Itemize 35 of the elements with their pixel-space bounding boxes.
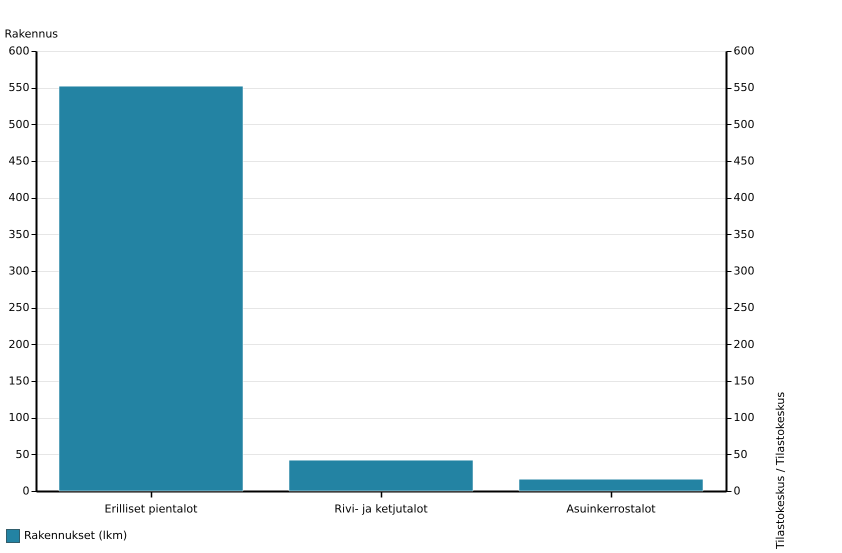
y-tick-label: 100 xyxy=(8,411,30,424)
y-tick-label: 600 xyxy=(8,44,30,58)
y2-tick-label: 100 xyxy=(734,411,754,424)
y2-tick-label: 200 xyxy=(734,338,754,351)
bar xyxy=(58,86,244,492)
y-tick-label: 350 xyxy=(8,228,30,241)
y-tick-label: 400 xyxy=(8,191,30,204)
y2-tick-label: 50 xyxy=(734,448,748,461)
y2-tick-label: 250 xyxy=(734,301,754,314)
y-tick-label: 50 xyxy=(16,448,30,461)
bar xyxy=(518,479,704,492)
y2-tick-label: 150 xyxy=(734,374,754,388)
text: Tilastokeskus / Tilastokeskus xyxy=(774,392,787,550)
y2-tick-label: 550 xyxy=(734,81,754,94)
y2-tick-label: 350 xyxy=(734,228,754,241)
y-tick-label: 450 xyxy=(8,154,30,168)
x-tick-label: Erilliset pientalot xyxy=(104,502,198,516)
y-tick-label: 550 xyxy=(8,81,30,94)
y-tick-label: 300 xyxy=(8,264,30,278)
y2-tick-label: 0 xyxy=(734,484,740,498)
legend-label: Rakennukset (lkm) xyxy=(24,529,128,542)
x-tick-label: Rivi- ja ketjutalot xyxy=(334,502,428,516)
y-tick-label: 500 xyxy=(8,118,30,131)
y-tick-label: 150 xyxy=(8,374,30,388)
bar xyxy=(288,460,474,492)
y-axis-title: Rakennus xyxy=(4,28,58,40)
y2-tick-label: 450 xyxy=(734,154,754,168)
y-tick-label: 250 xyxy=(8,301,30,314)
y2-tick-label: 300 xyxy=(734,264,754,278)
y-tick-label: 200 xyxy=(8,338,30,351)
y2-tick-label: 600 xyxy=(734,44,754,58)
y2-tick-label: 500 xyxy=(734,118,754,131)
x-tick-label: Asuinkerrostalot xyxy=(566,502,656,516)
y-tick-label: 0 xyxy=(22,484,30,498)
y2-tick-label: 400 xyxy=(734,191,754,204)
